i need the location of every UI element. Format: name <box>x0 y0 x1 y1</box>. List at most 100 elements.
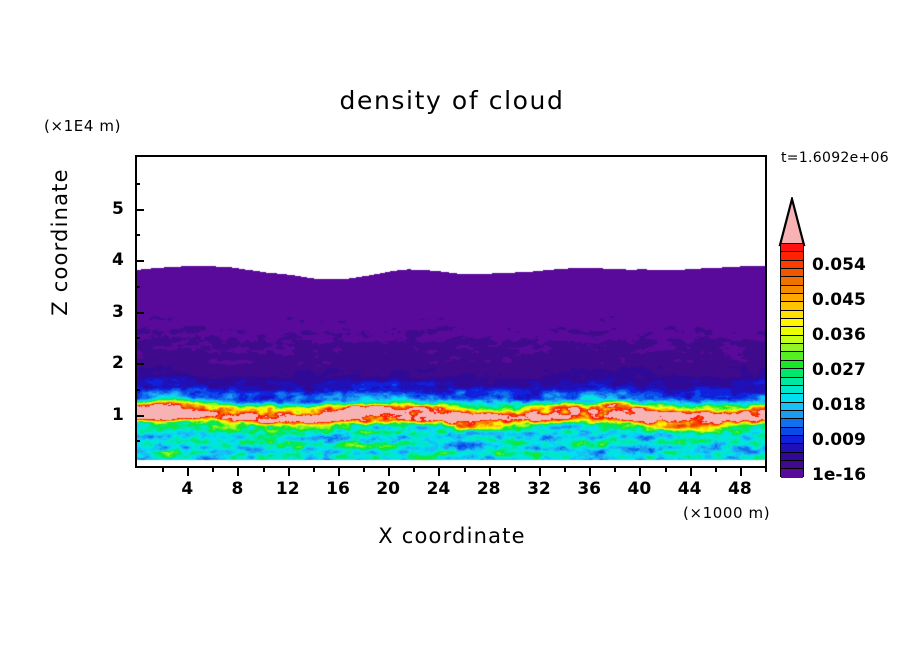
y-tick-minor <box>135 285 140 288</box>
x-tick-major <box>438 467 441 476</box>
colorbar-over-arrow-icon <box>778 197 806 247</box>
colorbar-band <box>781 360 803 370</box>
y-tick-minor <box>135 337 140 340</box>
y-tick-major <box>135 363 144 365</box>
y-tick-major <box>135 208 144 211</box>
y-tick-label: 3 <box>112 301 124 322</box>
plot-area <box>135 155 767 468</box>
x-axis-ticks <box>135 467 767 479</box>
x-tick-label: 8 <box>231 479 244 499</box>
x-tick-minor <box>363 467 366 472</box>
colorbar-tick-label: 1e-16 <box>812 465 867 485</box>
x-tick-label: 40 <box>627 479 652 499</box>
y-tick-minor <box>135 234 140 237</box>
colorbar-tick-label: 0.036 <box>812 325 866 345</box>
x-tick-major <box>589 467 592 476</box>
colorbar-band <box>781 310 803 320</box>
x-tick-major <box>689 467 692 476</box>
colorbar-tick-label: 0.054 <box>812 255 866 275</box>
colorbar-band <box>781 260 803 270</box>
page-title: density of cloud <box>339 86 565 115</box>
colorbar-band <box>781 452 803 461</box>
colorbar-band <box>781 377 803 386</box>
time-annotation: t=1.6092e+06 <box>781 150 889 166</box>
density-field-heatmap <box>137 157 765 466</box>
colorbar-tick-label: 0.009 <box>812 430 866 450</box>
colorbar-band <box>781 319 803 328</box>
x-tick-major <box>739 467 742 476</box>
x-tick-major <box>187 467 190 476</box>
x-tick-minor <box>413 467 416 472</box>
y-axis-ticks <box>135 155 147 468</box>
x-axis-title: X coordinate <box>378 524 526 548</box>
x-tick-minor <box>714 467 717 472</box>
x-tick-minor <box>463 467 466 472</box>
y-tick-minor <box>135 182 140 185</box>
colorbar-band <box>781 394 803 403</box>
x-tick-minor <box>212 467 215 472</box>
colorbar-band <box>781 427 803 436</box>
x-tick-minor <box>262 467 265 472</box>
x-axis-unit-label: (×1000 m) <box>683 504 771 522</box>
colorbar-band <box>781 327 803 336</box>
colorbar-band <box>781 435 803 445</box>
y-tick-label: 2 <box>112 353 124 373</box>
x-tick-major <box>488 467 491 476</box>
y-tick-minor <box>135 440 140 443</box>
x-tick-major <box>388 467 391 476</box>
x-tick-label: 32 <box>527 479 551 499</box>
y-tick-label: 5 <box>112 198 124 219</box>
x-tick-label: 28 <box>476 479 501 499</box>
colorbar-band <box>781 352 803 361</box>
colorbar-band <box>781 294 803 303</box>
x-tick-major <box>538 467 541 476</box>
y-tick-major <box>135 311 144 314</box>
colorbar-tick-label: 0.045 <box>812 290 866 310</box>
x-tick-label: 12 <box>275 479 300 499</box>
y-axis-title: Z coordinate <box>48 168 72 316</box>
x-tick-label: 4 <box>181 479 194 499</box>
colorbar-band <box>781 444 803 453</box>
colorbar-band <box>781 244 803 253</box>
x-tick-label: 44 <box>677 479 702 499</box>
colorbar-band <box>781 302 803 311</box>
x-tick-label: 36 <box>577 479 601 499</box>
x-tick-label: 24 <box>426 479 451 499</box>
y-tick-major <box>135 414 144 417</box>
colorbar-band <box>781 402 803 411</box>
colorbar-band <box>781 344 803 353</box>
x-tick-major <box>237 467 240 476</box>
y-tick-label: 4 <box>112 250 124 270</box>
x-tick-minor <box>765 467 767 472</box>
x-tick-minor <box>162 467 165 472</box>
colorbar-band <box>781 410 803 420</box>
x-tick-minor <box>664 467 667 472</box>
y-tick-major <box>135 260 144 262</box>
colorbar-band <box>781 335 803 345</box>
colorbar-band <box>781 419 803 428</box>
colorbar-tick-label: 0.027 <box>812 360 866 380</box>
colorbar-band <box>781 369 803 378</box>
colorbar-band <box>781 469 803 478</box>
x-tick-minor <box>513 467 516 472</box>
x-tick-label: 48 <box>728 479 752 499</box>
colorbar-band <box>781 460 803 470</box>
x-tick-minor <box>312 467 315 472</box>
x-tick-major <box>287 467 290 476</box>
y-axis-unit-label: (×1E4 m) <box>44 117 122 135</box>
y-tick-label: 1 <box>112 404 124 425</box>
y-tick-minor <box>135 388 140 391</box>
colorbar-band <box>781 252 803 261</box>
x-tick-minor <box>564 467 567 472</box>
colorbar-band <box>781 385 803 395</box>
colorbar-band <box>781 285 803 295</box>
x-tick-label: 20 <box>376 479 401 499</box>
colorbar-band <box>781 277 803 286</box>
x-tick-minor <box>614 467 617 472</box>
colorbar <box>777 197 807 482</box>
x-tick-major <box>337 467 340 476</box>
colorbar-band <box>781 269 803 278</box>
colorbar-gradient <box>780 243 804 478</box>
colorbar-tick-label: 0.018 <box>812 395 866 415</box>
